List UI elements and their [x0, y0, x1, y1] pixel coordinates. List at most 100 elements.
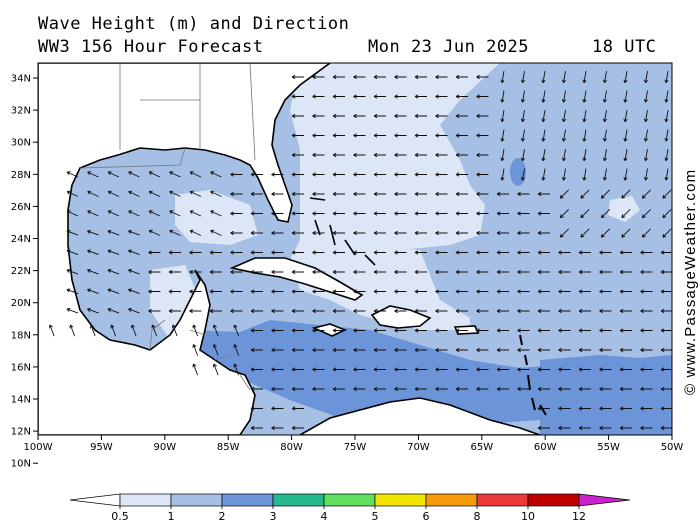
wave-arrow: [332, 191, 345, 197]
wave-arrow: [250, 211, 263, 216]
wave-arrow: [271, 172, 284, 177]
wave-arrow: [87, 307, 99, 314]
wave-arrow: [496, 269, 509, 275]
wave-arrow: [435, 289, 448, 294]
lon-label: 60W: [534, 442, 557, 453]
legend-label: 2: [219, 510, 226, 523]
wave-arrow: [414, 269, 427, 275]
wave-arrow: [250, 191, 263, 197]
wave-arrow: [599, 250, 612, 255]
wave-arrow: [599, 269, 612, 275]
legend-label: 0.5: [111, 510, 129, 523]
wave-arrow: [641, 189, 652, 199]
wave-arrow: [312, 230, 325, 236]
lat-label: 12N: [11, 427, 31, 438]
wave-arrow: [578, 406, 591, 411]
wave-arrow: [476, 269, 489, 275]
wave-arrow: [414, 113, 427, 119]
wave-arrow: [623, 129, 628, 142]
wave-arrow: [599, 308, 612, 314]
wave-direction-arrows: [48, 71, 672, 431]
ocean-high-caribbean: [190, 320, 560, 430]
wave-arrow: [373, 191, 386, 197]
wave-arrow: [496, 250, 509, 255]
wave-arrow: [660, 328, 672, 333]
wave-arrow: [414, 211, 427, 216]
wave-arrow: [578, 308, 591, 314]
wave-arrow: [582, 149, 587, 162]
wave-arrow: [561, 129, 566, 142]
wave-arrow: [640, 289, 653, 294]
lat-label: 24N: [11, 234, 31, 245]
wave-arrow: [640, 269, 653, 275]
wave-arrow: [643, 129, 648, 142]
wave-arrow: [192, 344, 199, 356]
wave-arrow: [230, 289, 243, 294]
wave-arrow: [476, 386, 489, 392]
wave-arrow: [373, 230, 386, 236]
wave-arrow: [148, 229, 161, 236]
lat-label: 14N: [11, 395, 31, 406]
wave-arrow: [209, 269, 222, 275]
wave-arrow: [312, 269, 325, 275]
wave-arrow: [373, 133, 386, 138]
wave-arrow: [476, 152, 489, 158]
wave-arrow: [496, 289, 509, 294]
wave-arrow: [559, 189, 570, 199]
wave-arrow: [558, 367, 571, 372]
wave-arrow: [373, 269, 386, 275]
wave-arrow: [128, 307, 140, 314]
wave-arrow: [250, 250, 263, 255]
lon-label: 85W: [217, 442, 240, 453]
wave-arrow: [537, 406, 550, 411]
wave-arrow: [602, 90, 607, 103]
lon-label: 75W: [344, 442, 367, 453]
wave-arrow: [230, 172, 243, 177]
wave-arrow: [435, 211, 448, 216]
wave-arrow: [148, 171, 161, 178]
wave-arrow: [537, 250, 550, 255]
wave-arrow: [353, 367, 366, 372]
wave-arrow: [537, 425, 550, 431]
wave-arrow: [623, 149, 628, 162]
wave-arrow: [373, 250, 386, 255]
wave-arrow: [66, 249, 79, 256]
wave-arrow: [578, 269, 591, 275]
wave-arrow: [394, 269, 407, 275]
wave-arrow: [599, 406, 612, 411]
wave-arrow: [250, 308, 263, 314]
forecast-time: 18 UTC: [592, 37, 657, 57]
wave-arrow: [602, 149, 607, 162]
wave-arrow: [640, 250, 653, 255]
legend-label: 4: [321, 510, 328, 523]
wave-arrow: [353, 269, 366, 275]
wave-arrow: [414, 367, 427, 372]
wave-arrow: [332, 308, 345, 314]
wave-arrow: [394, 230, 407, 236]
wave-arrow: [353, 172, 366, 177]
wave-arrow: [66, 190, 79, 197]
wave-arrow: [332, 347, 345, 353]
wave-arrow: [582, 71, 587, 84]
wave-arrow: [520, 168, 525, 181]
wave-arrow: [517, 386, 530, 392]
wave-arrow: [662, 189, 672, 199]
wave-arrow: [476, 250, 489, 255]
wave-arrow: [189, 308, 202, 314]
wave-arrow: [332, 386, 345, 392]
wave-arrow: [517, 289, 530, 294]
wave-arrow: [332, 289, 345, 294]
wave-arrow: [582, 90, 587, 103]
land-south-america: [298, 397, 541, 435]
legend-swatch: [425, 493, 478, 507]
wave-arrow: [537, 386, 550, 392]
wave-arrow: [291, 133, 304, 138]
wave-arrow: [394, 386, 407, 392]
wave-arrow: [291, 386, 304, 392]
wave-arrow: [640, 425, 653, 431]
wave-arrow: [394, 347, 407, 353]
wave-arrow: [537, 347, 550, 353]
wave-arrow: [414, 74, 427, 80]
land-bahamas: [309, 197, 376, 266]
wave-arrow: [332, 172, 345, 177]
